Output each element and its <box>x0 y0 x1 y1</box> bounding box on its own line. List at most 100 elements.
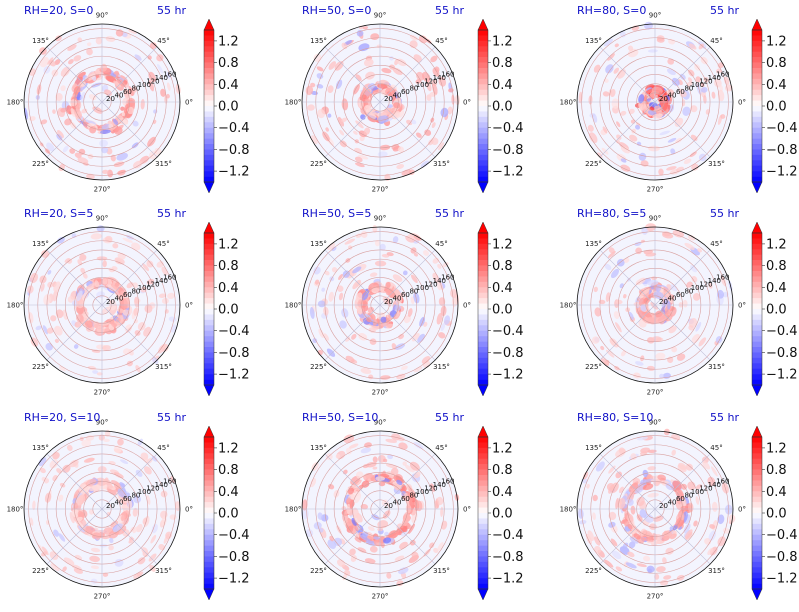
colorbar-segment <box>752 73 762 80</box>
heat-patch <box>417 333 426 343</box>
radial-tick-label: 120 <box>146 77 159 85</box>
colorbar-tick-label: −0.8 <box>218 143 250 158</box>
radial-tick-label: 160 <box>163 273 176 281</box>
heat-patch <box>100 129 111 134</box>
heat-patch <box>81 439 92 447</box>
heat-patch <box>360 108 366 115</box>
heat-patch <box>102 278 108 285</box>
heat-patch <box>700 82 705 88</box>
heat-patch <box>622 542 629 549</box>
heat-patch <box>405 464 415 473</box>
heat-patch <box>166 71 171 79</box>
angle-tick-label: 135° <box>585 37 602 45</box>
heat-patch <box>618 447 626 455</box>
heat-patch <box>688 234 696 241</box>
colorbar-segment <box>204 281 214 288</box>
heat-patch <box>77 157 89 164</box>
heat-patch <box>400 525 408 533</box>
colorbar-tick-label: 0.8 <box>766 56 787 71</box>
colorbar-extend-max <box>477 221 489 234</box>
heat-patch <box>697 248 702 253</box>
colorbar-segment <box>752 496 762 503</box>
heat-patch <box>640 304 647 312</box>
colorbar-tick-label: −1.2 <box>766 165 798 180</box>
heat-patch <box>585 533 593 545</box>
heat-patch <box>94 280 100 288</box>
radial-tick-label: 160 <box>716 477 729 485</box>
heat-patch <box>362 26 369 30</box>
heat-patch <box>47 270 52 275</box>
heat-patch <box>592 494 598 502</box>
heat-patch <box>666 166 677 171</box>
heat-patch <box>82 292 88 301</box>
heat-patch <box>615 299 623 305</box>
colorbar-segment <box>204 464 214 470</box>
colorbar-segment <box>752 341 762 348</box>
heat-patch <box>690 264 698 273</box>
colorbar-extend-min <box>477 181 489 194</box>
heat-patch <box>402 461 407 466</box>
colorbar-segment <box>478 325 488 332</box>
angle-tick-label: 225° <box>32 160 49 168</box>
colorbar-segment <box>478 363 488 370</box>
heat-patch <box>640 355 645 362</box>
polar-frame <box>576 226 734 384</box>
colorbar-segment <box>752 249 762 256</box>
heat-patch <box>381 499 389 507</box>
colorbar: 1.2 0.8 0.4 0.0 −0.4 −0.8 −1.2 <box>477 221 524 397</box>
heat-patch <box>615 566 623 572</box>
colorbar-segment <box>204 116 214 123</box>
colorbar-segment <box>752 46 762 53</box>
colorbar-segment <box>752 464 762 470</box>
heat-patch <box>321 514 329 522</box>
panel-title: RH=50, S=10 <box>302 411 378 424</box>
heat-patch <box>707 548 714 555</box>
heat-patch <box>608 511 617 520</box>
colorbar-segment <box>752 572 762 579</box>
heat-patch <box>64 258 71 263</box>
angular-gridline <box>599 508 656 565</box>
colorbar-segment <box>204 238 214 245</box>
angular-gridline <box>654 304 711 361</box>
colorbar-segment <box>204 46 214 53</box>
radial-tick-label: 40 <box>668 499 677 507</box>
heat-patch <box>80 91 86 102</box>
colorbar-segment <box>752 556 762 563</box>
colorbar-segment <box>752 265 762 272</box>
colorbar-extend-max <box>751 18 763 31</box>
heat-patch <box>682 106 691 116</box>
heat-patch <box>90 233 102 240</box>
heat-patch <box>328 291 334 302</box>
heat-patch <box>113 472 124 479</box>
colorbar-tick-label: −0.4 <box>766 528 798 543</box>
colorbar-segment <box>478 30 488 36</box>
heat-patch <box>105 235 113 243</box>
heat-patch <box>359 534 371 542</box>
colorbar-tick-label: 1.2 <box>766 237 787 252</box>
angular-gridline <box>46 508 103 565</box>
radial-tick-label: 40 <box>393 92 402 100</box>
angle-tick-label: 225° <box>310 363 327 371</box>
heat-patch <box>133 307 139 316</box>
colorbar-extend-min <box>477 588 489 601</box>
heat-patch <box>361 480 370 488</box>
time-label: 55 hr <box>157 4 186 17</box>
heat-patch <box>140 99 145 110</box>
radial-tick-label: 100 <box>138 488 151 496</box>
heat-patch <box>141 547 149 554</box>
radial-tick-label: 80 <box>131 288 140 296</box>
heat-patch <box>647 49 658 53</box>
colorbar-segment <box>752 30 762 36</box>
heat-patch <box>396 373 406 380</box>
heat-patch <box>95 37 103 45</box>
heat-patch <box>310 82 316 88</box>
angular-gridline <box>599 101 656 158</box>
heat-patch <box>317 512 323 520</box>
radial-tick-label: 60 <box>123 495 132 503</box>
heat-patch <box>113 80 122 88</box>
heat-patch <box>341 506 347 511</box>
heat-patch <box>336 285 344 292</box>
heat-patch <box>645 252 657 257</box>
heat-patch <box>398 146 404 153</box>
angle-tick-label: 180° <box>560 99 577 107</box>
